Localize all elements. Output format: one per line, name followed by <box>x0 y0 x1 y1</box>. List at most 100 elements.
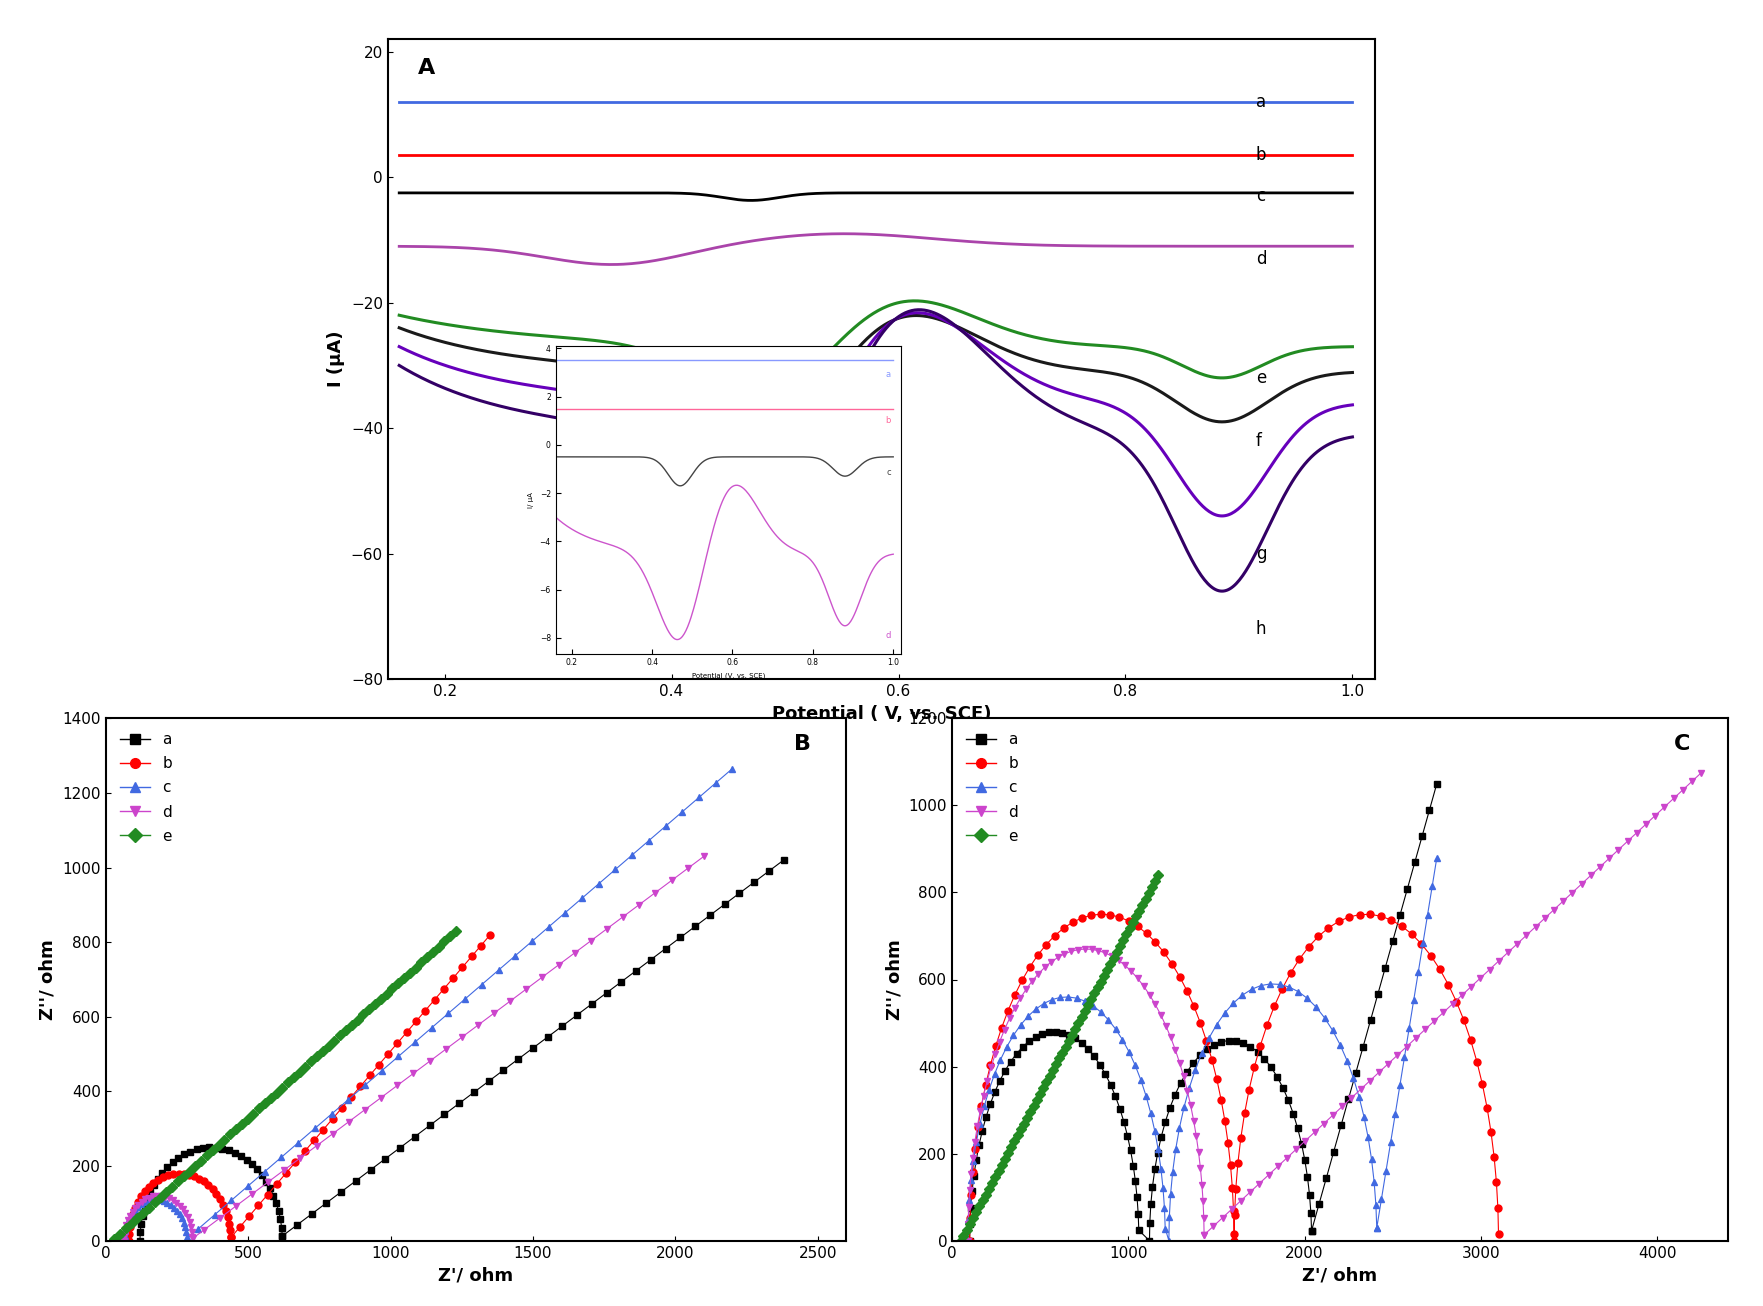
d <box>155 1188 176 1204</box>
a <box>1038 1024 1060 1040</box>
a <box>1426 776 1447 791</box>
Text: f: f <box>1255 432 1262 449</box>
Line: b: b <box>966 910 1502 1245</box>
a <box>610 974 631 990</box>
a <box>1273 1080 1294 1096</box>
b <box>118 1233 139 1249</box>
X-axis label: Potential ( V, vs. SCE): Potential ( V, vs. SCE) <box>772 704 991 722</box>
Text: a: a <box>1255 93 1266 111</box>
d <box>1190 1160 1211 1175</box>
Line: d: d <box>964 769 1705 1245</box>
e <box>203 1143 224 1158</box>
Y-axis label: Z''/ ohm: Z''/ ohm <box>885 939 903 1020</box>
X-axis label: Z'/ ohm: Z'/ ohm <box>1303 1266 1377 1284</box>
c <box>134 1195 155 1211</box>
d <box>957 1233 978 1249</box>
a <box>959 1233 980 1249</box>
Text: B: B <box>795 734 811 754</box>
e <box>104 1232 125 1247</box>
e <box>190 1153 212 1169</box>
d <box>338 1114 360 1130</box>
e <box>1003 1134 1024 1149</box>
d <box>173 1202 194 1217</box>
e <box>991 1157 1012 1173</box>
c <box>1105 1021 1127 1037</box>
a <box>1139 1233 1160 1249</box>
Line: c: c <box>964 854 1440 1245</box>
b <box>1224 1203 1245 1218</box>
Y-axis label: I (μA): I (μA) <box>328 330 346 388</box>
d <box>1663 790 1684 806</box>
X-axis label: Z'/ ohm: Z'/ ohm <box>439 1266 513 1284</box>
b <box>959 1233 980 1249</box>
b <box>275 1165 296 1181</box>
e <box>1030 1087 1051 1102</box>
e <box>943 1246 964 1262</box>
b <box>1135 926 1157 942</box>
Text: c: c <box>1255 187 1266 205</box>
Line: e: e <box>111 927 460 1242</box>
Line: a: a <box>966 780 1440 1245</box>
c <box>354 1077 376 1093</box>
c <box>1169 1121 1190 1136</box>
Text: e: e <box>1255 370 1266 387</box>
Line: e: e <box>950 871 1162 1258</box>
d <box>1691 765 1712 781</box>
b <box>480 927 501 943</box>
e <box>1120 921 1141 936</box>
c <box>1155 1200 1176 1216</box>
Line: c: c <box>122 765 735 1245</box>
c <box>1017 1008 1038 1024</box>
e <box>213 1132 234 1148</box>
b <box>1090 906 1111 922</box>
Legend: a, b, c, d, e: a, b, c, d, e <box>959 726 1024 850</box>
c <box>1058 989 1079 1004</box>
e <box>446 923 467 939</box>
b <box>189 1170 210 1186</box>
c <box>153 1194 175 1209</box>
d <box>1194 1211 1215 1226</box>
Line: b: b <box>125 931 494 1245</box>
c <box>721 761 742 777</box>
Legend: a, b, c, d, e: a, b, c, d, e <box>113 726 178 850</box>
a <box>1301 1222 1322 1238</box>
a <box>224 1145 245 1161</box>
Text: d: d <box>1255 249 1266 268</box>
e <box>1049 1050 1070 1066</box>
a <box>772 853 793 868</box>
Text: A: A <box>418 59 435 78</box>
b <box>1488 1226 1509 1242</box>
d <box>162 1192 183 1208</box>
c <box>957 1233 978 1249</box>
Text: b: b <box>1255 146 1266 165</box>
e <box>317 1038 338 1054</box>
c <box>160 1198 182 1213</box>
Line: d: d <box>122 853 707 1245</box>
Y-axis label: Z''/ ohm: Z''/ ohm <box>39 939 56 1020</box>
b <box>143 1175 164 1191</box>
b <box>194 1174 215 1190</box>
a <box>205 1140 226 1156</box>
d <box>693 849 714 865</box>
c <box>169 1207 190 1222</box>
b <box>167 1166 189 1182</box>
Line: a: a <box>136 857 786 1245</box>
a <box>316 1195 337 1211</box>
d <box>134 1191 155 1207</box>
d <box>1107 952 1128 968</box>
a <box>192 1140 213 1156</box>
d <box>1396 1038 1417 1054</box>
c <box>166 1203 187 1218</box>
b <box>1162 956 1183 972</box>
c <box>113 1233 136 1249</box>
d <box>169 1198 190 1213</box>
c <box>1363 1174 1384 1190</box>
a <box>626 963 647 978</box>
b <box>1019 960 1040 976</box>
b <box>178 1166 199 1182</box>
b <box>1481 1124 1502 1140</box>
c <box>1426 850 1447 866</box>
e <box>1141 879 1162 895</box>
e <box>220 1127 242 1143</box>
a <box>1012 1040 1033 1055</box>
